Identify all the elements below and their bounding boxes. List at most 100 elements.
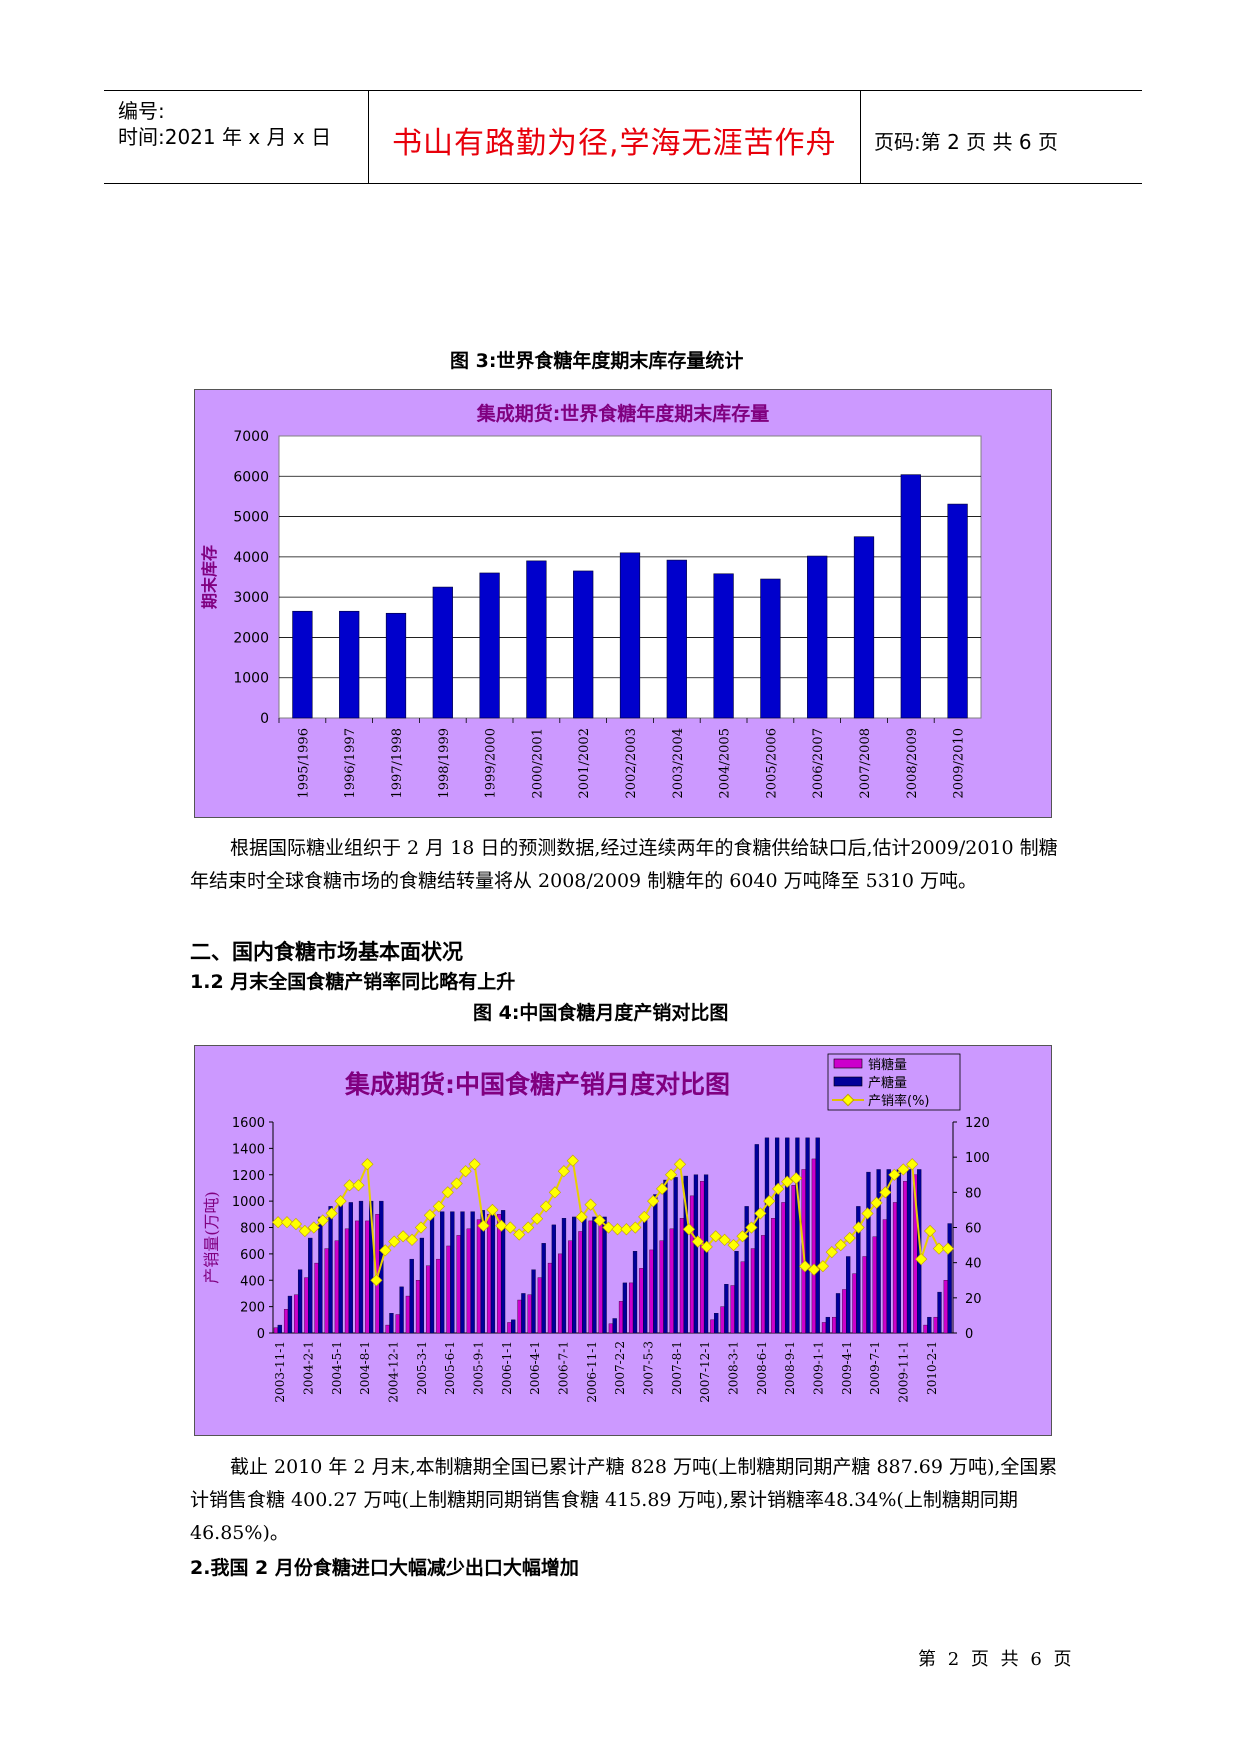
fig4-production-bar <box>602 1216 607 1334</box>
fig4-sales-bar <box>892 1202 898 1334</box>
fig4-sales-bar <box>466 1228 471 1334</box>
fig4-rate-point <box>370 1274 383 1287</box>
fig4-production-bar <box>328 1206 333 1334</box>
paragraph-1-text: 根据国际糖业组织于 2 月 18 日的预测数据,经过连续两年的食糖供给缺口后,估… <box>190 837 1058 892</box>
fig4-xtick-label: 2008-3-1 <box>727 1341 741 1395</box>
fig4-production-bar <box>541 1243 546 1334</box>
subheading-1: 1.2 月末全国食糖产销率同比略有上升 <box>190 971 516 993</box>
fig4-production-bar <box>500 1210 506 1334</box>
fig4-xtick-label: 2003-11-1 <box>273 1341 287 1403</box>
fig4-rate-point <box>468 1158 481 1171</box>
fig4-sales-bar <box>344 1228 350 1334</box>
fig3-xtick-label: 2009/2010 <box>952 728 967 799</box>
fig4-production-bar <box>937 1291 942 1334</box>
fig4-caption: 图 4:中国食糖月度产销对比图 <box>473 1002 729 1024</box>
fig4-sales-bar <box>405 1295 411 1334</box>
fig4-rate-point <box>298 1224 311 1238</box>
fig4-rate-point <box>602 1221 615 1234</box>
fig4-sales-bar <box>771 1218 776 1334</box>
fig4-rate-point <box>861 1207 874 1220</box>
fig4-production-bar <box>582 1216 587 1334</box>
fig4-sales-bar <box>578 1231 583 1334</box>
fig4-production-bar <box>876 1169 881 1334</box>
fig4-production-bar <box>835 1293 841 1334</box>
fig4-sales-bar <box>811 1158 816 1334</box>
fig4-ytick-label: 200 <box>240 1301 265 1316</box>
fig4-production-bar <box>480 1210 485 1334</box>
fig4-production-bar <box>511 1319 516 1334</box>
fig3-bar <box>666 559 687 719</box>
fig4-sales-bar <box>527 1294 532 1334</box>
fig4-sales-bar <box>903 1181 908 1334</box>
fig4-sales-bar <box>314 1262 319 1334</box>
fig4-production-bar <box>785 1137 790 1334</box>
fig4-sales-bar <box>781 1202 786 1334</box>
fig4-rate-point <box>361 1158 374 1171</box>
fig4-xtick-label: 2004-2-1 <box>302 1341 316 1395</box>
fig4-production-bar <box>947 1223 952 1334</box>
fig4-ytick-label: 1600 <box>232 1116 265 1131</box>
fig3-bar <box>713 573 734 719</box>
fig4-sales-bar <box>304 1277 309 1334</box>
fig3-bar <box>947 503 968 719</box>
fig4-rate-point <box>486 1203 499 1217</box>
fig3-xtick-label: 1995/1996 <box>296 728 311 799</box>
fig4-production-bar <box>440 1211 445 1334</box>
fig4-rate-point <box>432 1200 445 1213</box>
fig4-production-bar <box>693 1174 699 1334</box>
fig4-xtick-label: 2009-11-1 <box>897 1341 911 1403</box>
fig3-chart: 集成期货:世界食糖年度期末库存量 0 1000 2000 3000 4000 5000 600… <box>194 389 1052 818</box>
fig4-rate-point <box>825 1246 838 1259</box>
fig4-sales-bar <box>923 1324 928 1334</box>
fig4-rate-point <box>629 1221 642 1234</box>
fig4-sales-bar <box>669 1228 674 1334</box>
header-top-rule <box>104 90 1142 91</box>
fig4-production-bar <box>724 1284 729 1334</box>
fig4-xtick-label: 2006-7-1 <box>557 1341 571 1395</box>
fig3-xtick-label: 1997/1998 <box>390 728 405 799</box>
fig4-production-bar <box>825 1316 830 1334</box>
fig4-rate-point <box>477 1219 490 1232</box>
fig4-rate-point <box>798 1260 812 1273</box>
fig4-sales-bar <box>700 1181 705 1334</box>
fig4-sales-bar <box>547 1262 553 1334</box>
fig4-ylabel: 产销量(万吨) <box>202 1191 221 1284</box>
fig4-rate-point <box>647 1195 660 1208</box>
fig3-bar <box>479 572 500 719</box>
fig4-rate-point <box>816 1260 829 1273</box>
fig4-sales-bar <box>294 1294 299 1334</box>
fig4-rate-point <box>745 1221 758 1234</box>
fig4-sales-bar <box>862 1256 867 1334</box>
fig4-xtick-label: 2008-9-1 <box>783 1341 797 1395</box>
fig4-rate-point <box>379 1244 392 1257</box>
fig3-ytick-label: 5000 <box>233 510 269 526</box>
fig4-rate-point <box>736 1230 749 1243</box>
fig4-sales-bar <box>537 1277 542 1334</box>
fig3-ytick-label: 1000 <box>233 671 269 687</box>
fig4-legend-marker <box>841 1093 855 1107</box>
fig4-sales-bar <box>821 1322 827 1334</box>
fig4-ytick-label: 800 <box>240 1222 265 1237</box>
fig4-sales-bar <box>476 1219 482 1334</box>
fig4-production-bar <box>429 1216 435 1334</box>
fig4-production-bar <box>318 1216 323 1334</box>
fig4-production-bar <box>409 1258 414 1334</box>
fig4-production-bar <box>572 1216 577 1334</box>
fig4-production-bar <box>470 1211 475 1334</box>
fig4-sales-bar <box>446 1245 451 1334</box>
fig4-production-bar <box>764 1137 770 1334</box>
fig4-sales-bar <box>283 1309 289 1334</box>
paragraph-1: 根据国际糖业组织于 2 月 18 日的预测数据,经过连续两年的食糖供给缺口后,估… <box>190 832 1060 898</box>
fig4-production-bar <box>521 1293 526 1334</box>
fig4-sales-bar <box>872 1236 877 1334</box>
fig3-xtick-label: 2000/2001 <box>530 728 545 799</box>
fig4-rate-point <box>665 1168 678 1181</box>
fig4-sales-bar <box>679 1218 685 1334</box>
fig4-production-bar <box>450 1211 455 1334</box>
fig4-production-bar <box>632 1251 638 1334</box>
fig4-xtick-label: 2006-11-1 <box>585 1341 599 1403</box>
fig3-bar <box>432 586 453 719</box>
header-divider-right <box>860 90 861 183</box>
fig4-sales-bar <box>882 1219 888 1334</box>
fig4-rate-point <box>807 1263 821 1276</box>
